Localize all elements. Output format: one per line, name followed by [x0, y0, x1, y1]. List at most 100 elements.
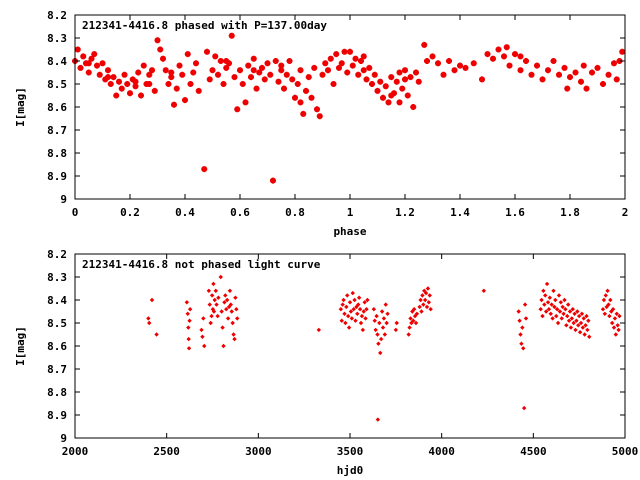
phased-data-point: [440, 71, 447, 78]
phased-data-point: [88, 55, 95, 62]
phased-x-tick-label: 1.6: [505, 206, 525, 219]
phased-data-point: [99, 60, 106, 67]
unphased-data-point: [187, 307, 193, 312]
unphased-data-point: [427, 293, 432, 298]
unphased-data-point: [215, 313, 220, 319]
phased-data-point: [165, 81, 172, 87]
unphased-data-point: [424, 304, 430, 310]
unphased-x-axis-label: hjd0: [337, 464, 364, 477]
unphased-data-point: [523, 316, 529, 321]
unphased-data-point: [375, 417, 381, 422]
phased-x-tick-label: 0.8: [285, 206, 305, 219]
phased-data-point: [528, 71, 535, 78]
unphased-data-point: [375, 332, 380, 337]
phased-data-point: [223, 58, 230, 64]
unphased-y-tick-label: 8.7: [47, 363, 67, 376]
unphased-data-point: [209, 293, 215, 298]
phased-data-point: [283, 71, 290, 78]
unphased-data-point: [343, 320, 348, 326]
phased-data-point: [116, 78, 122, 85]
unphased-data-point: [186, 346, 192, 351]
phased-data-point: [396, 69, 403, 76]
unphased-data-point: [565, 313, 570, 319]
phased-data-point: [80, 53, 87, 60]
phased-data-point: [253, 85, 260, 92]
unphased-data-point: [357, 307, 363, 312]
unphased-data-point: [219, 309, 224, 314]
phased-data-point: [94, 62, 100, 69]
unphased-y-tick-label: 8.2: [47, 248, 67, 261]
unphased-data-point: [223, 293, 228, 298]
phased-data-point: [113, 92, 120, 99]
unphased-data-point: [547, 295, 553, 300]
phased-data-point: [105, 74, 111, 81]
phased-data-point: [363, 76, 370, 83]
unphased-data-point: [538, 307, 543, 312]
unphased-data-point: [199, 327, 204, 333]
unphased-data-point: [581, 316, 586, 321]
unphased-y-tick-label: 8.8: [47, 386, 67, 399]
unphased-data-point: [359, 313, 365, 319]
unphased-data-point: [573, 327, 578, 333]
unphased-data-point: [585, 327, 590, 333]
unphased-data-point: [342, 311, 347, 316]
phased-y-tick-label: 8.8: [47, 147, 67, 160]
phased-data-point: [407, 74, 414, 81]
unphased-data-point: [233, 295, 238, 300]
unphased-data-point: [421, 302, 426, 307]
unphased-data-point: [580, 325, 586, 330]
phased-data-point: [611, 60, 617, 67]
phased-data-point: [171, 101, 177, 108]
unphased-data-point: [561, 311, 566, 316]
phased-data-point: [377, 78, 384, 85]
phased-data-point: [231, 74, 238, 81]
unphased-data-point: [154, 332, 159, 337]
unphased-data-point: [349, 316, 355, 321]
phased-data-point: [242, 99, 249, 106]
unphased-y-axis-label: I[mag]: [14, 326, 27, 366]
unphased-data-point: [232, 336, 237, 342]
phased-data-point: [234, 106, 241, 113]
phased-data-point: [151, 87, 158, 94]
phased-data-point: [179, 71, 186, 78]
unphased-data-point: [218, 274, 223, 280]
unphased-data-point: [378, 336, 384, 342]
phased-data-point: [462, 64, 469, 71]
unphased-data-point: [428, 307, 433, 312]
unphased-data-point: [544, 281, 550, 287]
phased-data-point: [250, 55, 257, 62]
unphased-points-layer: [146, 274, 622, 422]
phased-data-point: [209, 67, 216, 74]
phased-points-layer: [72, 32, 626, 184]
phased-data-point: [338, 60, 345, 67]
phased-data-point: [572, 69, 579, 76]
phased-data-point: [121, 71, 128, 78]
unphased-data-point: [556, 293, 562, 298]
phased-data-point: [297, 99, 304, 106]
phased-data-point: [127, 90, 133, 97]
phased-data-point: [545, 67, 551, 74]
phased-data-point: [256, 69, 263, 76]
unphased-data-point: [417, 304, 422, 310]
unphased-data-point: [227, 288, 233, 293]
unphased-data-point: [518, 332, 523, 337]
unphased-data-point: [231, 332, 236, 337]
unphased-data-point: [355, 311, 360, 316]
phased-data-point: [212, 53, 219, 60]
phased-data-point: [355, 71, 362, 78]
phased-x-tick-label: 0.2: [120, 206, 140, 219]
unphased-data-point: [522, 302, 528, 307]
phased-data-point: [182, 97, 188, 104]
phased-y-tick-label: 8.5: [47, 78, 67, 91]
phased-data-point: [393, 78, 400, 85]
phased-data-point: [146, 71, 153, 78]
unphased-data-point: [228, 302, 234, 307]
unphased-data-point: [517, 318, 522, 323]
phased-data-point: [132, 78, 139, 85]
phased-data-point: [220, 81, 227, 87]
unphased-data-point: [615, 323, 620, 328]
unphased-data-point: [614, 311, 619, 316]
unphased-x-tick-label: 4500: [520, 445, 547, 458]
phased-data-point: [534, 62, 540, 69]
unphased-data-point: [566, 318, 572, 323]
